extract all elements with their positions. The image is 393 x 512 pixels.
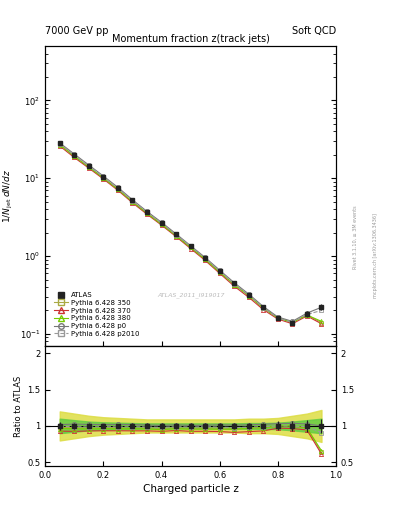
Y-axis label: $1/N_\mathrm{jet}\;dN/dz$: $1/N_\mathrm{jet}\;dN/dz$ (2, 169, 15, 223)
X-axis label: Charged particle z: Charged particle z (143, 484, 239, 494)
Title: Momentum fraction z(track jets): Momentum fraction z(track jets) (112, 34, 270, 44)
Text: ATLAS_2011_I919017: ATLAS_2011_I919017 (157, 292, 224, 298)
Text: mcplots.cern.ch [arXiv:1306.3436]: mcplots.cern.ch [arXiv:1306.3436] (373, 214, 378, 298)
Text: Rivet 3.1.10, ≥ 3M events: Rivet 3.1.10, ≥ 3M events (353, 205, 358, 269)
Y-axis label: Ratio to ATLAS: Ratio to ATLAS (14, 375, 23, 437)
Legend: ATLAS, Pythia 6.428 350, Pythia 6.428 370, Pythia 6.428 380, Pythia 6.428 p0, Py: ATLAS, Pythia 6.428 350, Pythia 6.428 37… (51, 289, 142, 339)
Text: Soft QCD: Soft QCD (292, 26, 336, 36)
Text: 7000 GeV pp: 7000 GeV pp (45, 26, 109, 36)
